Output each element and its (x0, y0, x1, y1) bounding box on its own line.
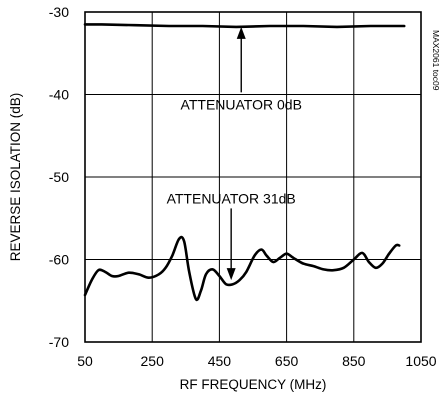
y-tick-label: -60 (49, 252, 69, 268)
x-tick-label: 250 (141, 353, 165, 369)
x-tick-label: 850 (342, 353, 366, 369)
grid (85, 12, 421, 342)
x-tick-labels: 50 250 450 650 850 1050 (77, 353, 437, 369)
y-tick-label: -30 (49, 4, 69, 20)
annotation-label: ATTENUATOR 31dB (167, 190, 296, 206)
annotation-label: ATTENUATOR 0dB (181, 96, 302, 112)
plot-frame (84, 11, 422, 343)
y-tick-label: -50 (49, 169, 69, 185)
annotations: ATTENUATOR 0dB ATTENUATOR 31dB (167, 26, 302, 281)
series-line-attenuator-0db (83, 23, 406, 29)
x-tick-label: 650 (275, 353, 299, 369)
y-axis-label: REVERSE ISOLATION (dB) (8, 93, 23, 262)
y-tick-labels: -30 -40 -50 -60 -70 (49, 4, 69, 350)
x-tick-label: 450 (208, 353, 232, 369)
x-axis-label: RF FREQUENCY (MHz) (180, 377, 327, 392)
series-group (83, 23, 406, 302)
y-tick-label: -40 (49, 87, 69, 103)
x-tick-label: 50 (77, 353, 93, 369)
x-tick-label: 1050 (405, 353, 436, 369)
y-tick-label: -70 (49, 334, 69, 350)
figure-id-watermark: MAX2061 toc09 (431, 30, 441, 91)
series-line-attenuator-31db (83, 235, 401, 302)
annotation-arrow-head (226, 268, 236, 281)
annotation-arrow-head (236, 26, 246, 39)
